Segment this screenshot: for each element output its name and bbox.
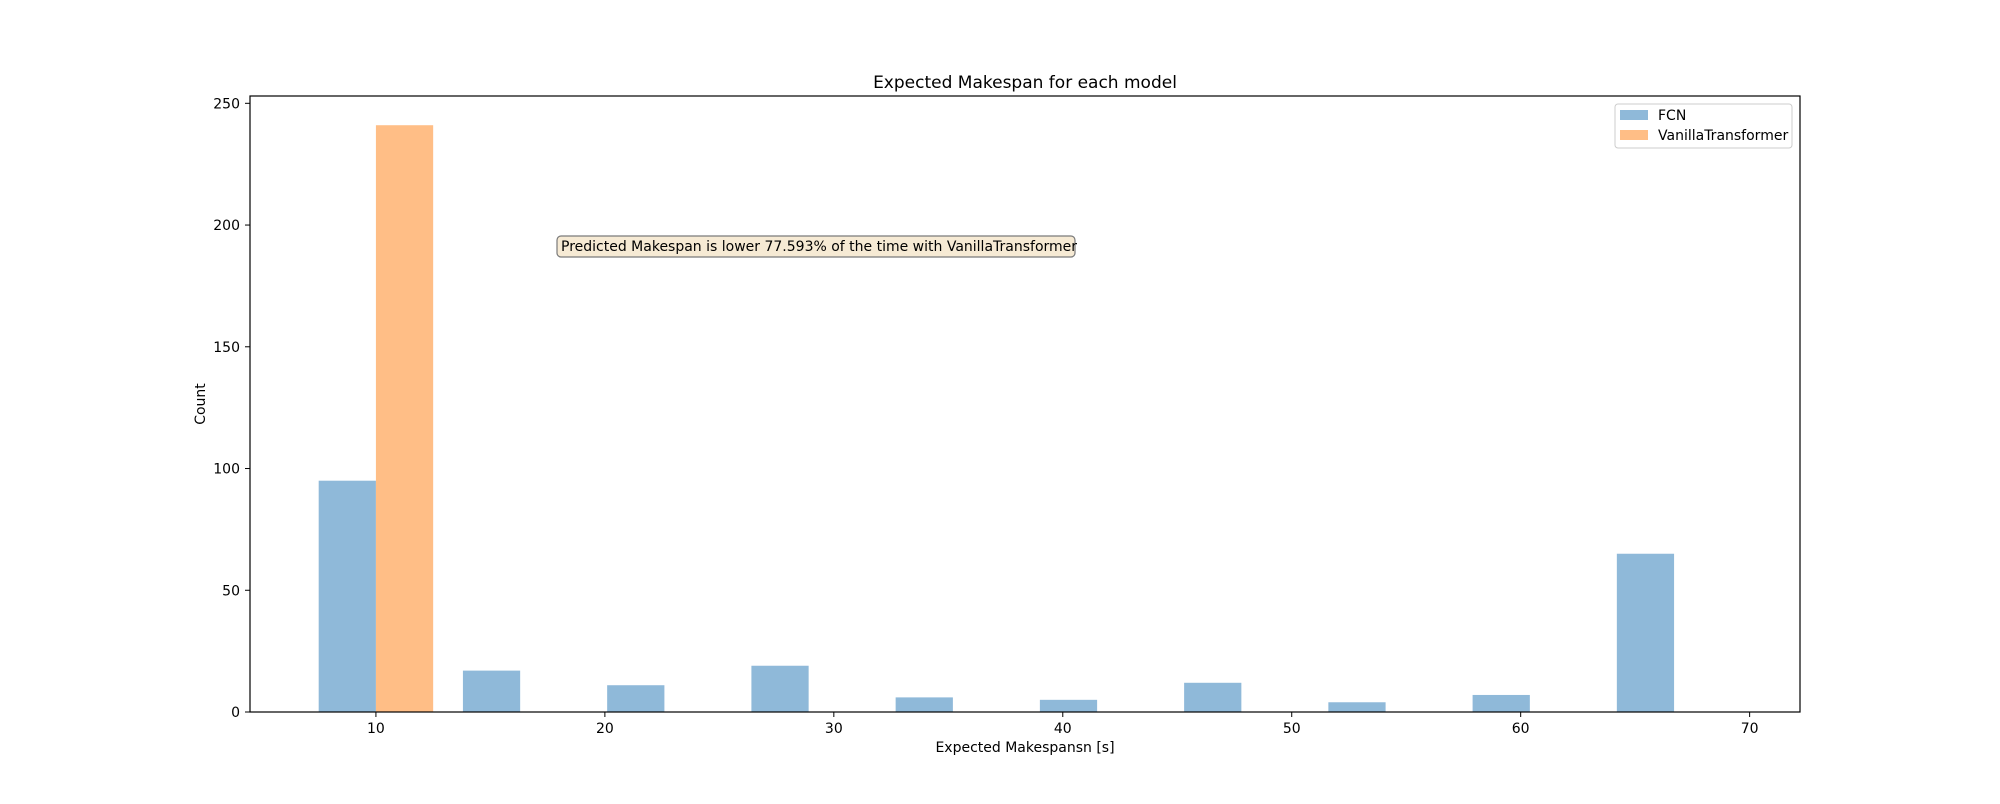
legend-label-fcn: FCN [1658,108,1686,124]
x-tick-label: 50 [1283,721,1301,737]
annotation-background [556,235,1076,258]
x-axis-label: Expected Makespansn [s] [935,740,1114,756]
y-axis-label: Count [193,383,209,425]
x-tick-label: 20 [596,721,614,737]
x-tick-label: 70 [1741,721,1759,737]
y-tick-label: 0 [231,705,240,721]
legend-swatch-fcn [1620,110,1648,120]
legend-swatch-vanillatransformer [1620,130,1648,140]
bar-fcn-7 [1328,702,1386,712]
bars-layer [318,125,1675,713]
x-tick-label: 60 [1512,721,1530,737]
bar-fcn-2 [607,685,665,712]
bar-fcn-8 [1472,694,1530,712]
annotation-text: Predicted Makespan is lower 77.593% of t… [561,239,1077,255]
bar-fcn-3 [751,665,809,712]
x-tick-label: 10 [367,721,385,737]
y-tick-label: 150 [213,340,240,356]
y-tick-label: 200 [213,218,240,234]
bar-fcn-0 [318,480,376,712]
bar-fcn-9 [1616,553,1675,712]
bar-fcn-1 [462,670,521,712]
chart-title: Expected Makespan for each model [873,73,1177,93]
ticks-layer: 10 20 30 40 50 60 70 0 50 100 150 200 250 [213,96,1758,737]
y-tick-label: 250 [213,96,240,112]
plot-frame [249,95,1801,713]
bar-fcn-4 [895,697,953,712]
x-tick-label: 30 [825,721,843,737]
legend: FCN VanillaTransformer [1614,103,1793,149]
legend-frame [1614,103,1793,149]
bar-fcn-6 [1184,682,1242,712]
y-tick-label: 100 [213,462,240,478]
annotation-box: Predicted Makespan is lower 77.593% of t… [556,235,1077,258]
y-tick-label: 50 [222,583,240,599]
legend-label-vanillatransformer: VanillaTransformer [1658,128,1788,144]
bar-fcn-5 [1039,699,1098,712]
x-tick-label: 40 [1054,721,1072,737]
bar-vanillatransformer-0 [375,125,434,713]
